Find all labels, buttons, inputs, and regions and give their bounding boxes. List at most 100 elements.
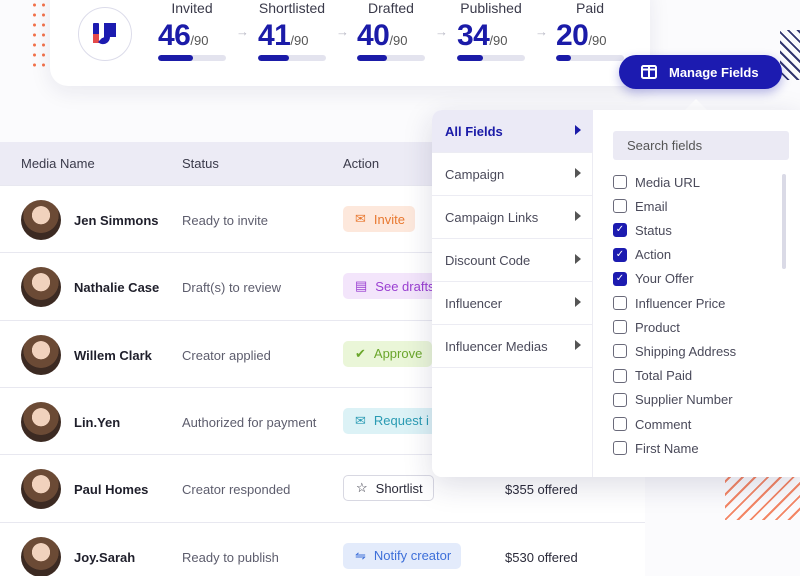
field-option[interactable]: Product [613, 317, 680, 337]
action-button[interactable]: ▤ See drafts [343, 273, 445, 300]
action-label: Request i [373, 413, 429, 429]
category-label: All Fields [445, 123, 503, 139]
stat-progress-bar [457, 55, 525, 61]
logo-icon [93, 23, 116, 45]
stat-label: Drafted [368, 0, 414, 16]
table-row[interactable]: Joy.Sarah Ready to publish ⇋ Notify creator… [0, 521, 645, 576]
handshake-icon: ⇋ [355, 547, 366, 563]
action-button[interactable]: ✉ Invite [343, 206, 415, 232]
stat-progress-bar [556, 55, 624, 61]
field-label: Action [635, 247, 672, 263]
category-campaign-links[interactable]: Campaign Links [432, 196, 593, 239]
action-button[interactable]: ☆ Shortlist [343, 475, 434, 502]
status-text: Creator responded [182, 482, 291, 498]
field-label: Email [635, 198, 668, 214]
checkbox[interactable] [613, 441, 627, 456]
field-option[interactable]: ✓ Your Offer [613, 269, 694, 289]
field-option[interactable]: Email [613, 196, 668, 216]
field-label: Your Offer [635, 271, 694, 287]
stat-total: /90 [588, 33, 607, 48]
field-label: Media URL [635, 174, 701, 190]
stat-value: 41 [258, 19, 291, 52]
checkbox[interactable] [613, 392, 627, 407]
category-label: Campaign [445, 166, 505, 182]
stats-card [50, 0, 650, 86]
stat-value: 20 [556, 19, 589, 52]
stat-label: Shortlisted [258, 0, 326, 16]
category-influencer-medias[interactable]: Influencer Medias [432, 325, 593, 368]
checkbox[interactable]: ✓ [613, 247, 627, 262]
field-option[interactable]: Media URL [613, 172, 700, 192]
stat-label: Invited [171, 0, 213, 16]
checkbox[interactable] [613, 320, 627, 335]
category-influencer[interactable]: Influencer [432, 282, 593, 325]
field-option[interactable]: First Name [613, 438, 699, 458]
stat-progress-bar [357, 55, 425, 61]
search-fields-input[interactable] [613, 131, 789, 160]
checkbox[interactable] [613, 296, 627, 310]
stat-value-group: 40/90 [357, 19, 425, 53]
field-option[interactable]: Influencer Price [613, 293, 725, 313]
header-media-name[interactable]: Media Name [21, 156, 95, 171]
fields-scrollbar[interactable] [782, 174, 786, 269]
action-label: Approve [373, 346, 423, 362]
avatar [21, 401, 61, 442]
document-icon: ▤ [355, 278, 368, 294]
field-option[interactable]: Shipping Address [613, 341, 736, 361]
manage-fields-button[interactable]: Manage Fields [619, 55, 782, 89]
stat-label: Published [460, 0, 522, 16]
offer-text: $355 offered [505, 482, 578, 498]
stat-drafted: Drafted 40/90 [357, 0, 425, 61]
arrow-right-icon: → [535, 24, 548, 39]
stat-value: 40 [357, 19, 390, 52]
field-option[interactable]: ✓ Status [613, 220, 672, 240]
arrow-right-icon: → [236, 24, 249, 39]
media-name: Paul Homes [74, 482, 149, 498]
action-button[interactable]: ✉ Request i [343, 407, 439, 434]
checkbox[interactable]: ✓ [613, 223, 627, 238]
category-all-fields[interactable]: All Fields [432, 110, 593, 153]
mail-icon: ✉ [355, 412, 366, 428]
header-action[interactable]: Action [343, 156, 380, 171]
field-label: Shipping Address [635, 343, 737, 359]
checkbox[interactable] [613, 175, 627, 189]
stat-progress-fill [457, 55, 483, 61]
offer-text: $530 offered [505, 549, 578, 565]
field-option[interactable]: ✓ Action [613, 245, 671, 265]
action-label: Shortlist [375, 480, 423, 496]
avatar [21, 469, 61, 510]
checkbox[interactable]: ✓ [613, 271, 627, 286]
media-name: Jen Simmons [74, 213, 159, 228]
chevron-right-icon [575, 125, 581, 135]
stat-total: /90 [489, 33, 508, 48]
action-button[interactable]: ⇋ Notify creator [343, 542, 462, 569]
field-label: Supplier Number [635, 392, 733, 408]
checkbox[interactable] [613, 417, 627, 431]
field-label: Status [635, 222, 672, 238]
checkbox[interactable] [613, 368, 627, 383]
field-categories: All Fields Campaign Campaign Links Discount… [432, 110, 593, 477]
avatar [21, 200, 61, 240]
stat-progress-fill [556, 55, 571, 61]
action-button[interactable]: ✔ Approve [343, 340, 433, 367]
avatar [21, 267, 61, 308]
table-row[interactable]: Paul Homes Creator responded ☆ Shortlist $35… [0, 454, 645, 522]
decorative-stripes [780, 30, 800, 80]
field-option[interactable]: Comment [613, 414, 691, 434]
arrow-right-icon: → [336, 24, 349, 39]
columns-icon [641, 65, 657, 79]
status-text: Ready to publish [182, 549, 279, 565]
checkbox[interactable] [613, 199, 627, 214]
chevron-right-icon [575, 297, 581, 307]
chevron-right-icon [575, 211, 581, 221]
stat-label: Paid [575, 0, 605, 16]
action-label: See drafts [375, 278, 435, 294]
field-option[interactable]: Total Paid [613, 366, 692, 386]
field-option[interactable]: Supplier Number [613, 390, 733, 410]
action-label: Notify creator [373, 548, 452, 563]
mail-icon: ✉ [355, 211, 366, 226]
category-discount-code[interactable]: Discount Code [432, 239, 593, 282]
header-status[interactable]: Status [182, 156, 219, 171]
category-campaign[interactable]: Campaign [432, 153, 593, 196]
checkbox[interactable] [613, 344, 627, 359]
